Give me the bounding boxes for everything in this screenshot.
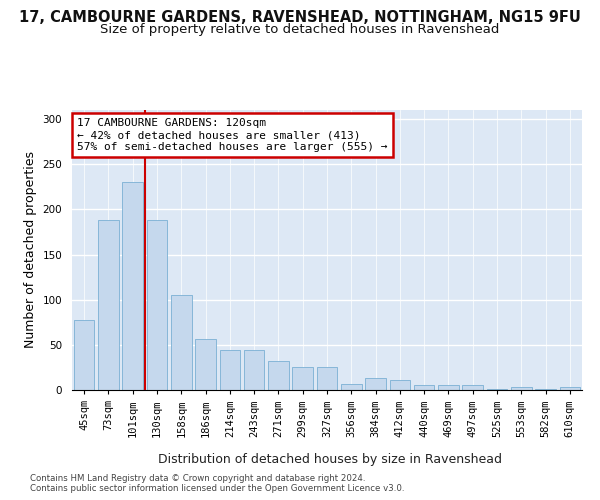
Bar (292, 368, 313, 390)
Text: Size of property relative to detached houses in Ravenshead: Size of property relative to detached ho… (100, 22, 500, 36)
Bar (122, 182, 143, 390)
Bar (74, 320, 94, 390)
Text: 17, CAMBOURNE GARDENS, RAVENSHEAD, NOTTINGHAM, NG15 9FU: 17, CAMBOURNE GARDENS, RAVENSHEAD, NOTTI… (19, 10, 581, 25)
Bar (195, 338, 216, 390)
Bar (341, 384, 362, 390)
Bar (171, 295, 191, 390)
Bar (146, 220, 167, 390)
Bar (268, 361, 289, 390)
Bar (535, 389, 556, 390)
Bar (438, 384, 459, 390)
Bar (220, 350, 240, 390)
Bar (463, 384, 483, 390)
Bar (511, 388, 532, 390)
Bar (244, 350, 265, 390)
Bar (317, 368, 337, 390)
Text: Distribution of detached houses by size in Ravenshead: Distribution of detached houses by size … (158, 452, 502, 466)
Text: 17 CAMBOURNE GARDENS: 120sqm
← 42% of detached houses are smaller (413)
57% of s: 17 CAMBOURNE GARDENS: 120sqm ← 42% of de… (77, 118, 388, 152)
Bar (389, 380, 410, 390)
Bar (98, 220, 119, 390)
Text: Contains public sector information licensed under the Open Government Licence v3: Contains public sector information licen… (30, 484, 404, 493)
Bar (365, 378, 386, 390)
Text: Contains HM Land Registry data © Crown copyright and database right 2024.: Contains HM Land Registry data © Crown c… (30, 474, 365, 483)
Y-axis label: Number of detached properties: Number of detached properties (24, 152, 37, 348)
Bar (560, 388, 580, 390)
Bar (487, 389, 508, 390)
Bar (414, 386, 434, 390)
